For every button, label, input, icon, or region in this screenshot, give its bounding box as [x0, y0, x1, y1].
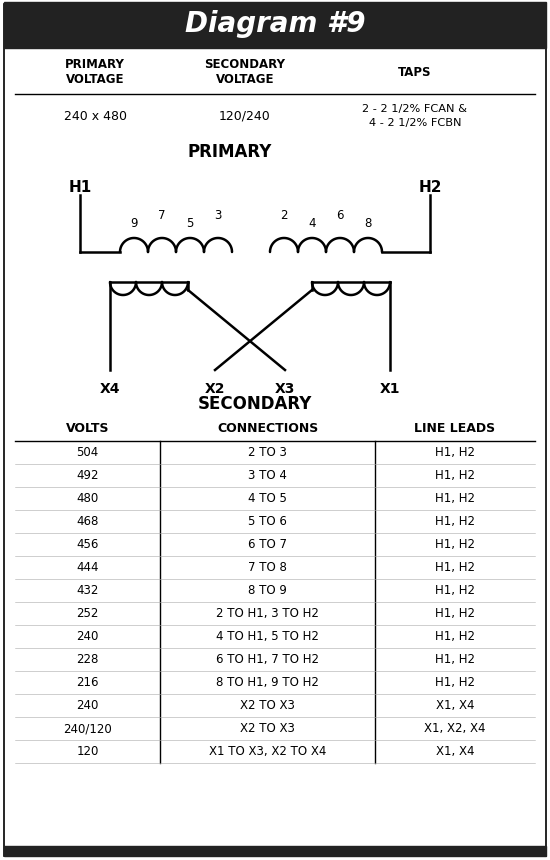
Text: X2: X2	[205, 382, 225, 396]
Text: H1: H1	[68, 180, 92, 194]
Text: 216: 216	[76, 676, 99, 689]
Text: 7 TO 8: 7 TO 8	[248, 561, 287, 574]
Text: PRIMARY
VOLTAGE: PRIMARY VOLTAGE	[65, 58, 125, 86]
Text: 9: 9	[130, 217, 138, 230]
Text: 4 TO 5: 4 TO 5	[248, 492, 287, 505]
Text: SECONDARY
VOLTAGE: SECONDARY VOLTAGE	[205, 58, 285, 86]
Text: H1, H2: H1, H2	[435, 469, 475, 482]
Text: X1, X2, X4: X1, X2, X4	[424, 722, 486, 735]
Text: X1 TO X3, X2 TO X4: X1 TO X3, X2 TO X4	[209, 745, 326, 758]
Text: 240/120: 240/120	[63, 722, 112, 735]
Text: H1, H2: H1, H2	[435, 607, 475, 620]
Text: 6: 6	[336, 209, 344, 222]
Text: 492: 492	[76, 469, 99, 482]
Text: 2 - 2 1/2% FCAN &: 2 - 2 1/2% FCAN &	[362, 104, 467, 114]
Text: SECONDARY: SECONDARY	[198, 395, 312, 413]
Text: 2 TO H1, 3 TO H2: 2 TO H1, 3 TO H2	[216, 607, 319, 620]
Text: 8 TO 9: 8 TO 9	[248, 584, 287, 597]
Text: X1: X1	[379, 382, 400, 396]
Text: 432: 432	[76, 584, 98, 597]
Bar	[4, 2, 546, 48]
Text: 240: 240	[76, 699, 98, 712]
Text: X1, X4: X1, X4	[436, 699, 474, 712]
Text: 480: 480	[76, 492, 98, 505]
Text: H1, H2: H1, H2	[435, 584, 475, 597]
Text: X2 TO X3: X2 TO X3	[240, 722, 295, 735]
Text: 6 TO 7: 6 TO 7	[248, 538, 287, 551]
Text: 468: 468	[76, 515, 98, 528]
Text: 2 TO 3: 2 TO 3	[248, 446, 287, 459]
Text: X3: X3	[275, 382, 295, 396]
Text: TAPS: TAPS	[398, 65, 432, 78]
Text: X2 TO X3: X2 TO X3	[240, 699, 295, 712]
Text: CONNECTIONS: CONNECTIONS	[217, 422, 318, 435]
Text: 240 x 480: 240 x 480	[63, 109, 126, 122]
Text: X1, X4: X1, X4	[436, 745, 474, 758]
Text: 7: 7	[158, 209, 166, 222]
Text: 4 - 2 1/2% FCBN: 4 - 2 1/2% FCBN	[368, 118, 461, 128]
Text: 2: 2	[280, 209, 288, 222]
Bar	[4, 846, 546, 856]
Text: 8: 8	[364, 217, 372, 230]
Text: H1, H2: H1, H2	[435, 653, 475, 666]
Text: X4: X4	[100, 382, 120, 396]
Text: 4 TO H1, 5 TO H2: 4 TO H1, 5 TO H2	[216, 630, 319, 643]
Text: VOLTS: VOLTS	[66, 422, 109, 435]
Text: 120: 120	[76, 745, 98, 758]
Text: LINE LEADS: LINE LEADS	[415, 422, 496, 435]
Text: H1, H2: H1, H2	[435, 492, 475, 505]
Text: H2: H2	[418, 180, 442, 194]
Text: 504: 504	[76, 446, 98, 459]
Text: 120/240: 120/240	[219, 109, 271, 122]
Text: H1, H2: H1, H2	[435, 538, 475, 551]
Text: 228: 228	[76, 653, 98, 666]
Text: 444: 444	[76, 561, 99, 574]
Text: Diagram #9: Diagram #9	[185, 10, 365, 38]
Text: 4: 4	[308, 217, 316, 230]
Text: 240: 240	[76, 630, 98, 643]
Text: 5: 5	[186, 217, 194, 230]
Text: H1, H2: H1, H2	[435, 561, 475, 574]
Text: 6 TO H1, 7 TO H2: 6 TO H1, 7 TO H2	[216, 653, 319, 666]
Text: 3 TO 4: 3 TO 4	[248, 469, 287, 482]
Text: H1, H2: H1, H2	[435, 515, 475, 528]
Text: H1, H2: H1, H2	[435, 630, 475, 643]
Text: H1, H2: H1, H2	[435, 446, 475, 459]
Text: 3: 3	[214, 209, 222, 222]
Text: 456: 456	[76, 538, 98, 551]
Text: PRIMARY: PRIMARY	[188, 143, 272, 161]
Text: 8 TO H1, 9 TO H2: 8 TO H1, 9 TO H2	[216, 676, 319, 689]
Text: H1, H2: H1, H2	[435, 676, 475, 689]
Text: 252: 252	[76, 607, 98, 620]
Text: 5 TO 6: 5 TO 6	[248, 515, 287, 528]
